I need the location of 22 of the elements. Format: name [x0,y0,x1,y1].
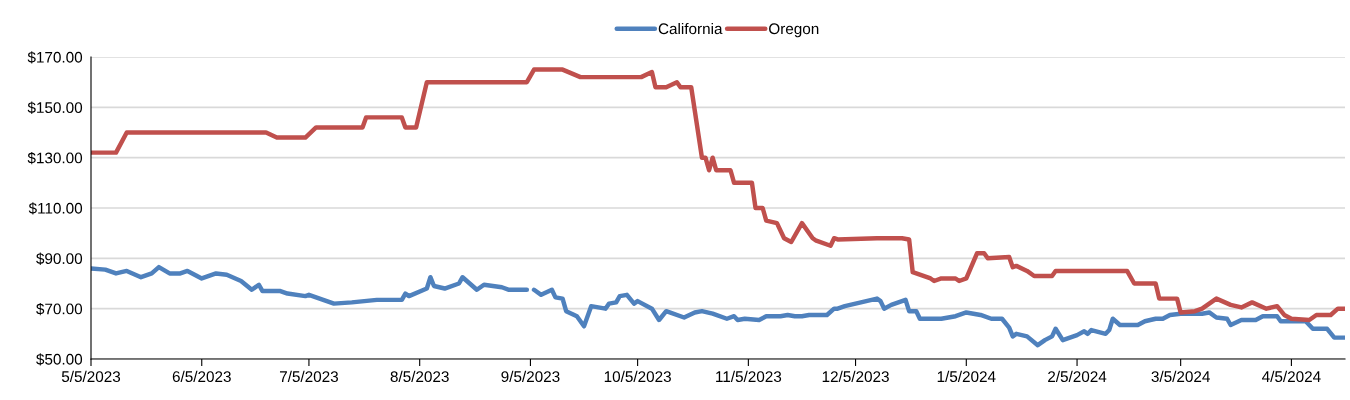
x-tick-label: 4/5/2024 [1262,370,1321,383]
x-tick-label: 8/5/2023 [390,370,449,383]
line-series [91,67,1345,323]
x-tick-label: 5/5/2023 [61,370,121,383]
x-tick-label: 12/5/2023 [822,370,889,383]
x-tick-label: 7/5/2023 [279,370,338,383]
x-tick-label: 11/5/2023 [716,370,782,383]
y-tick-label: $50.00 [36,353,83,366]
x-tick-label: 6/5/2023 [172,370,231,383]
y-tick-label: $130.00 [27,151,83,165]
x-tick-label: 10/5/2023 [604,370,671,383]
legend-label: California [658,22,723,35]
x-tick-label: 2/5/2024 [1048,370,1107,383]
legend-label: Oregon [769,23,819,38]
y-tick-label: $110.00 [28,202,83,215]
x-tick-label: 3/5/2024 [1151,370,1210,383]
y-tick-label: $90.00 [36,252,83,265]
x-tick-label: 1/5/2024 [937,370,996,383]
y-tick-label: $150.00 [27,101,83,114]
x-tick-label: 9/5/2023 [501,370,560,383]
y-tick-label: $170.00 [27,51,83,64]
y-tick-label: $70.00 [36,302,83,316]
